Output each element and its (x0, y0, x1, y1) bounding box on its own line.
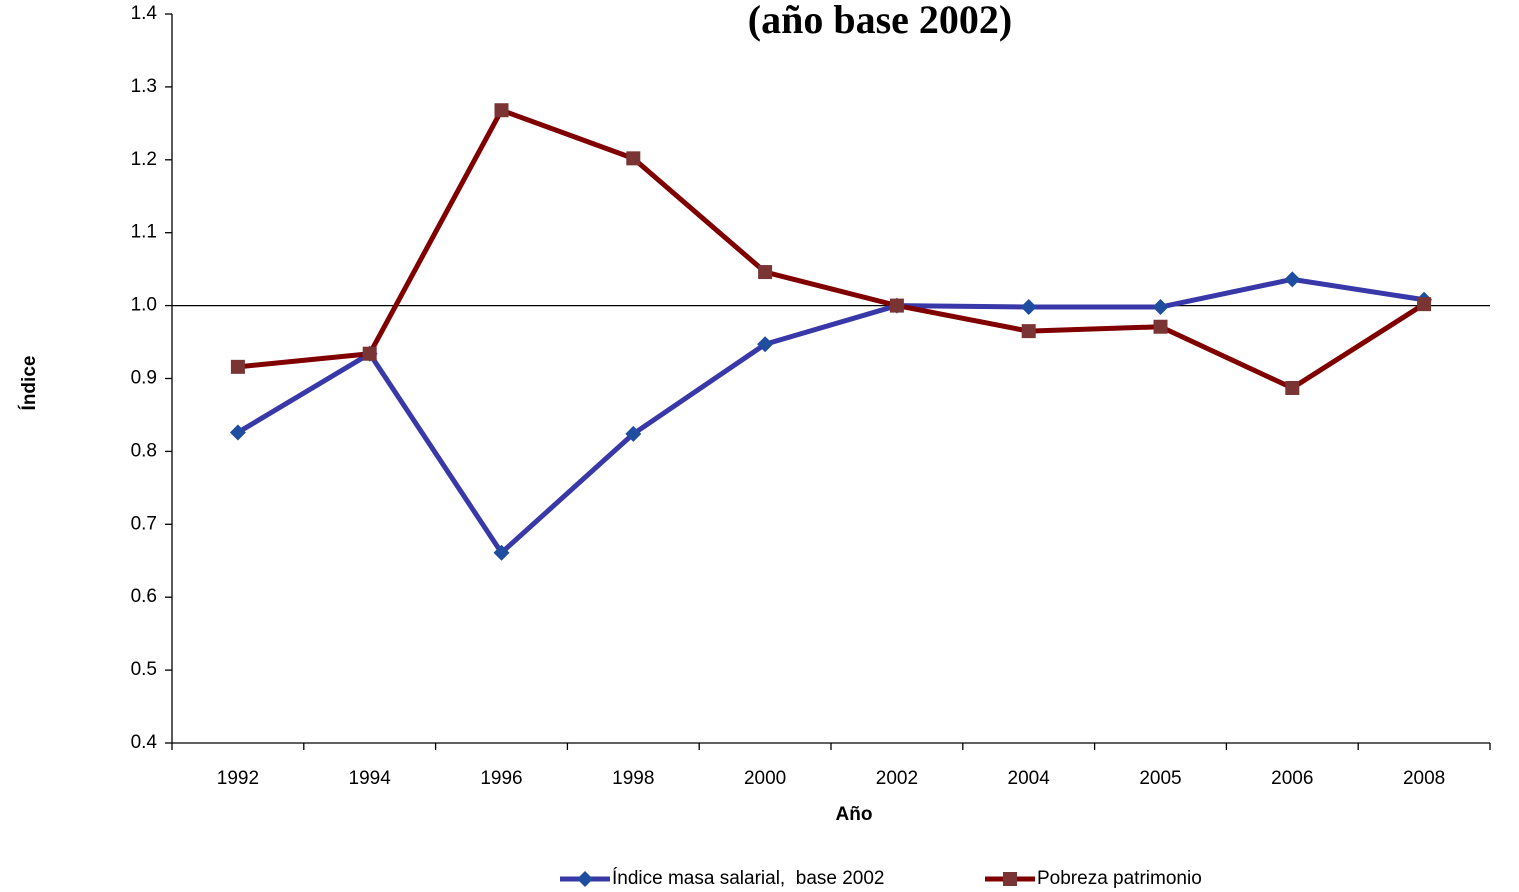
y-axis-title: Índice (18, 356, 40, 411)
x-tick-label: 1994 (349, 768, 392, 789)
data-point (889, 298, 904, 313)
x-tick-label: 2005 (1139, 768, 1181, 789)
data-point (493, 544, 510, 561)
y-tick-label: 0.4 (131, 732, 158, 753)
data-point (1284, 271, 1301, 288)
data-point (626, 151, 641, 166)
x-tick-label: 1992 (217, 768, 259, 789)
legend-marker (1003, 872, 1017, 886)
data-point (758, 265, 773, 280)
data-point (362, 346, 377, 361)
series-line (237, 107, 1426, 391)
data-point (230, 359, 245, 374)
legend-label: Pobreza patrimonio (1037, 868, 1202, 889)
x-tick-label: 1998 (612, 768, 654, 789)
y-tick-label: 0.9 (131, 368, 157, 389)
data-point (1152, 299, 1169, 316)
y-tick-label: 0.7 (131, 513, 157, 534)
data-point (229, 424, 246, 441)
x-tick-label: 2006 (1271, 768, 1313, 789)
data-point (625, 425, 642, 442)
legend-label: Índice masa salarial, base 2002 (612, 868, 885, 889)
x-tick-label: 2004 (1008, 768, 1051, 789)
data-point (1021, 324, 1036, 339)
y-tick-label: 1.1 (131, 222, 157, 243)
data-point (1417, 297, 1432, 312)
data-point (494, 103, 509, 118)
x-tick-label: 2002 (876, 768, 918, 789)
chart-title: (año base 2002) (748, 0, 1012, 42)
data-point (1020, 299, 1037, 316)
y-tick-label: 0.8 (131, 440, 157, 461)
data-point (1153, 319, 1168, 334)
data-point (1285, 380, 1300, 395)
legend-marker (577, 871, 593, 887)
y-tick-label: 0.5 (131, 659, 157, 680)
series-line (236, 276, 1425, 556)
y-tick-label: 1.2 (131, 149, 157, 170)
data-point (757, 336, 774, 353)
y-tick-label: 0.6 (131, 586, 157, 607)
x-tick-label: 2008 (1403, 768, 1445, 789)
y-tick-label: 1.4 (131, 3, 158, 24)
x-axis-title: Año (836, 804, 873, 825)
y-tick-label: 1.3 (131, 76, 157, 97)
y-tick-label: 1.0 (131, 295, 157, 316)
x-tick-label: 2000 (744, 768, 786, 789)
x-tick-label: 1996 (480, 768, 522, 789)
